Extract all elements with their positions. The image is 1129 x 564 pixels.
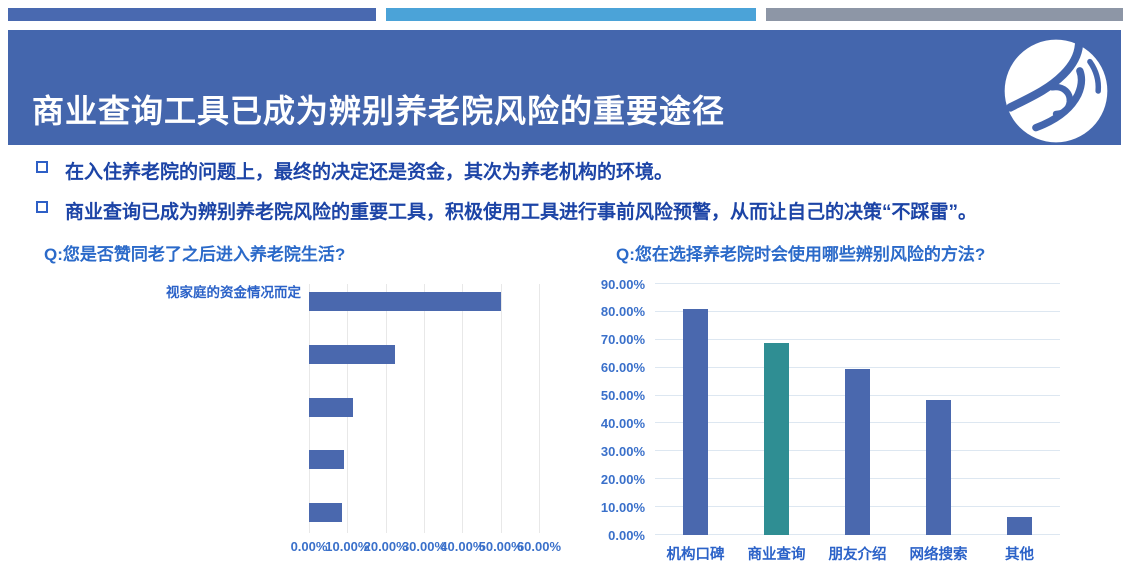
bullet-text: 在入住养老院的问题上，最终的决定还是资金，其次为养老机构的环境。 [65,162,674,183]
y-axis-tick-label: 10.00% [600,499,645,515]
top-accent-bar-1 [8,8,376,21]
bullet-text: 商业查询已成为辨别养老院风险的重要工具，积极使用工具进行事前风险预警，从而让自己… [65,202,978,223]
methods-chart-plot: 0.00% 10.00% 20.00% 30.00% 40.00% 50.00% 60.00… [601,277,1060,563]
swirl-eye-logo-icon [1004,39,1108,143]
bar-朋友介绍 [845,369,870,535]
x-axis-tick-label: 40.00% [440,539,485,554]
gridline [655,338,1060,340]
x-axis-tick-label: 20.00% [363,539,408,554]
gridline [655,310,1060,312]
left-chart-title: Q:您是否赞同老了之后进入养老院生活? [44,245,346,264]
bar-5 [309,503,342,522]
bar-其他 [1007,516,1032,535]
bar-1 [309,292,501,311]
y-axis-tick-label: 50.00% [600,388,645,404]
y-axis-tick-label: 20.00% [600,471,645,487]
y-axis-tick-label: 40.00% [600,415,645,431]
y-axis-tick-label: 0.00% [608,527,645,543]
y-axis-tick-label: 30.00% [600,443,645,459]
bar-4 [309,450,344,470]
bar-商业查询 [764,342,789,535]
header-banner: 商业查询工具已成为辨别养老院风险的重要途径 [8,30,1121,145]
right-chart-title: Q:您在选择养老院时会使用哪些辨别风险的方法? [616,245,986,264]
y-axis-tick-label: 80.00% [600,304,645,320]
category-label: 朋友介绍 [828,547,887,563]
y-axis-tick-label: 90.00% [600,276,645,292]
category-label: 其他 [1005,547,1034,563]
category-label: 机构口碑 [666,547,725,563]
y-axis-tick-label: 70.00% [600,332,645,348]
category-label: 商业查询 [747,547,806,563]
gridline [424,284,425,533]
bullet-square-icon [36,201,48,213]
category-label: 网络搜索 [909,547,968,563]
bullet-square-icon [36,161,48,173]
bar-2 [309,344,396,364]
bar-网络搜索 [926,399,951,535]
x-axis-tick-label: 50.00% [478,539,523,554]
x-axis-tick-label: 10.00% [325,539,370,554]
category-label: 视家庭的资金情况而定 [166,285,301,300]
x-axis-tick-label: 30.00% [401,539,447,554]
bullet-item-1: 在入住养老院的问题上，最终的决定还是资金，其次为养老机构的环境。 [36,157,673,184]
x-axis-tick-label: 60.00% [516,539,562,554]
bar-3 [309,397,354,417]
gridline [385,284,387,533]
gridline [462,284,464,533]
top-accent-bar-2 [386,8,756,21]
page-title: 商业查询工具已成为辨别养老院风险的重要途径 [32,93,726,129]
bar-机构口碑 [683,309,708,535]
top-accent-bar-3 [766,8,1123,21]
gridline [655,283,1060,284]
bullet-item-2: 商业查询已成为辨别养老院风险的重要工具，积极使用工具进行事前风险预警，从而让自己… [36,197,977,224]
approval-chart-plot: 0.00% 10.00% 20.00% 30.00% 40.00% 50.00% 60.00… [166,284,561,554]
gridline [500,284,502,533]
gridline [655,366,1060,368]
x-axis-tick-label: 0.00% [290,539,328,554]
y-axis-tick-label: 60.00% [600,360,645,376]
gridline [539,284,540,533]
